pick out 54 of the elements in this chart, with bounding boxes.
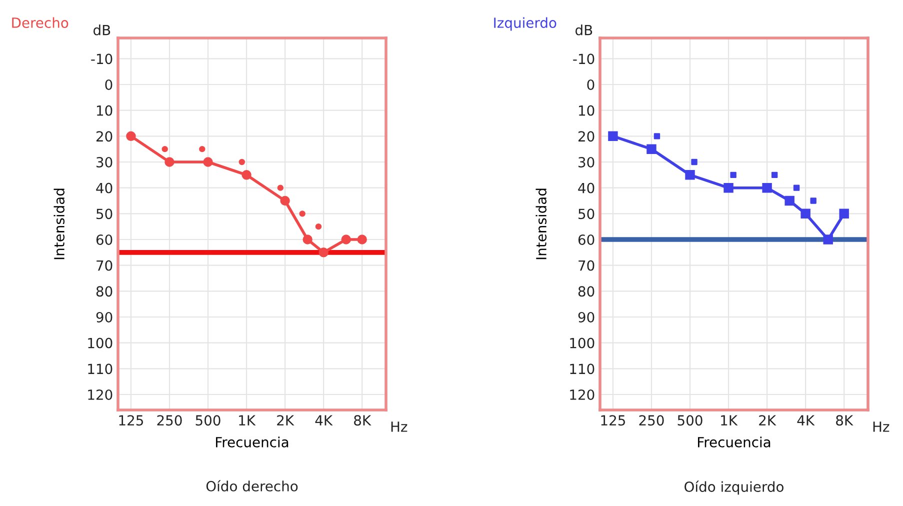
- chart-title: Izquierdo: [494, 17, 556, 31]
- y-tick-label: 80: [96, 286, 112, 297]
- y-tick-label: 90: [96, 312, 112, 322]
- text: dB: [94, 24, 110, 36]
- y-tick-label: 40: [96, 182, 112, 194]
- x-tick-label: 8K: [836, 415, 854, 426]
- y-tick-label: 20: [578, 131, 594, 142]
- y-tick-label: 110: [88, 364, 112, 374]
- text: Oído izquierdo: [684, 480, 784, 495]
- y-tick-label: 70: [96, 260, 112, 271]
- y-tick-label: 80: [578, 286, 594, 297]
- y-tick-label: -10: [573, 54, 594, 64]
- y-tick-label: 10: [96, 105, 112, 116]
- text: Hz: [391, 422, 408, 432]
- x-tick-label: 500: [196, 415, 220, 426]
- x-tick-label: 500: [678, 415, 702, 426]
- y-tick-label: 50: [578, 208, 594, 220]
- y-tick-label: 120: [88, 389, 112, 400]
- text: Hz: [873, 422, 890, 432]
- x-tick-label: 1K: [721, 415, 738, 426]
- text: dB: [576, 24, 592, 36]
- x-axis-title: Frecuencia: [698, 436, 770, 448]
- y-tick-label: 60: [96, 234, 112, 245]
- y-tick-label: 100: [570, 338, 594, 348]
- y-axis-title: Intensidad: [54, 188, 64, 260]
- y-tick-label: 110: [570, 364, 594, 374]
- y-tick-label: 10: [578, 105, 594, 116]
- x-tick-label: 125: [119, 415, 143, 426]
- y-axis-title: Intensidad: [536, 188, 546, 260]
- x-tick-label: 2K: [759, 415, 776, 426]
- y-tick-label: 50: [96, 208, 112, 220]
- chart-title: Derecho: [12, 17, 68, 28]
- text: Oído derecho: [206, 480, 298, 492]
- y-tick-label: 40: [578, 182, 594, 194]
- x-tick-label: 250: [157, 415, 182, 426]
- y-tick-label: 0: [587, 79, 594, 90]
- y-tick-label: 30: [96, 156, 112, 168]
- y-tick-label: 60: [578, 234, 594, 245]
- x-tick-label: 250: [639, 415, 664, 426]
- y-tick-label: 100: [88, 338, 112, 348]
- x-axis-title: Frecuencia: [216, 436, 288, 448]
- x-tick-label: 1K: [239, 415, 256, 426]
- y-tick-label: 120: [570, 389, 594, 400]
- y-tick-label: 30: [578, 156, 594, 168]
- y-tick-label: -10: [91, 54, 112, 64]
- y-tick-label: 90: [578, 312, 594, 322]
- y-tick-label: 20: [96, 131, 112, 142]
- x-tick-label: 2K: [277, 415, 294, 426]
- x-tick-label: 4K: [797, 415, 815, 426]
- y-tick-label: 70: [578, 260, 594, 271]
- x-tick-label: 4K: [315, 415, 333, 426]
- x-tick-label: 125: [601, 415, 625, 426]
- x-tick-label: 8K: [354, 415, 372, 426]
- y-tick-label: 0: [105, 79, 112, 90]
